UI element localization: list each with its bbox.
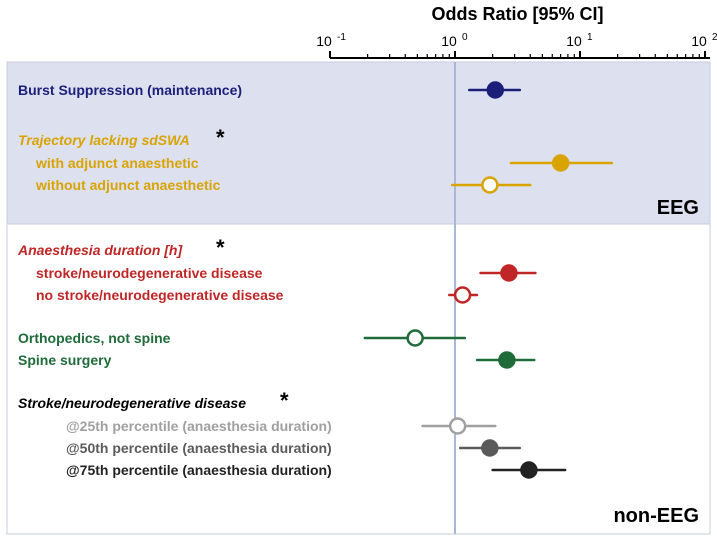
point-marker <box>488 83 503 98</box>
significance-star-icon: * <box>280 388 289 413</box>
axis-tick-label: 10 <box>566 33 582 49</box>
axis-title: Odds Ratio [95% CI] <box>431 4 603 24</box>
point-marker <box>553 156 568 171</box>
significance-star-icon: * <box>216 125 225 150</box>
point-marker <box>408 331 423 346</box>
row-label: stroke/neurodegenerative disease <box>36 265 263 281</box>
row-label: @50th percentile (anaesthesia duration) <box>66 440 332 456</box>
point-marker <box>450 419 465 434</box>
row-label: with adjunct anaesthetic <box>35 155 199 171</box>
axis-tick-sup: -1 <box>337 32 346 43</box>
row-label: no stroke/neurodegenerative disease <box>36 287 284 303</box>
axis-tick-label: 10 <box>441 33 457 49</box>
axis-tick-label: 10 <box>316 33 332 49</box>
row-label: without adjunct anaesthetic <box>35 177 221 193</box>
noneeg-label: non-EEG <box>613 505 699 527</box>
row-label: @75th percentile (anaesthesia duration) <box>66 462 332 478</box>
axis-tick-sup: 1 <box>587 32 593 43</box>
axis-tick-label: 10 <box>691 33 707 49</box>
axis-tick-sup: 0 <box>462 32 468 43</box>
point-marker <box>455 288 470 303</box>
forest-plot: Odds Ratio [95% CI] 10 -1 10 0 10 1 10 2 Burst Su… <box>0 0 717 544</box>
row-label: Spine surgery <box>18 352 112 368</box>
point-marker <box>482 178 497 193</box>
point-marker <box>482 441 497 456</box>
group-header: Anaesthesia duration [h] <box>17 242 183 258</box>
point-marker <box>501 266 516 281</box>
eeg-label: EEG <box>657 197 699 219</box>
group-header: Burst Suppression (maintenance) <box>18 82 242 98</box>
row-label: @25th percentile (anaesthesia duration) <box>66 418 332 434</box>
point-marker <box>521 463 536 478</box>
point-marker <box>499 353 514 368</box>
group-header: Stroke/neurodegenerative disease <box>18 395 246 411</box>
axis-tick-sup: 2 <box>712 32 717 43</box>
significance-star-icon: * <box>216 235 225 260</box>
group-header: Trajectory lacking sdSWA <box>18 132 190 148</box>
row-label: Orthopedics, not spine <box>18 330 171 346</box>
